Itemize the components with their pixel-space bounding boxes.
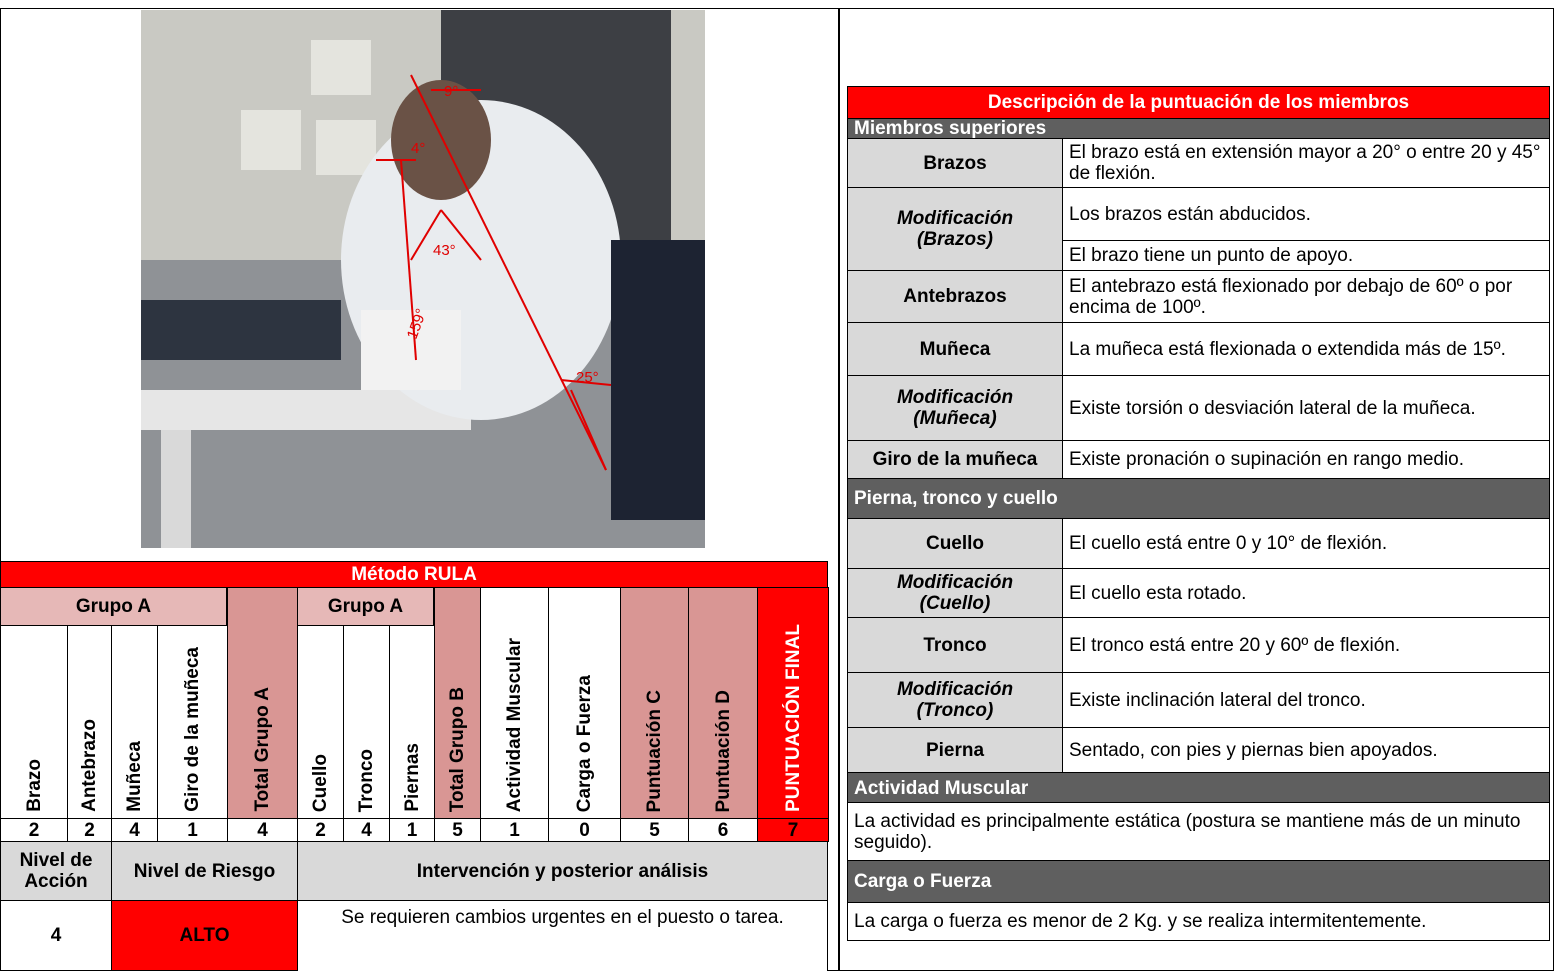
column-header: Tronco [343,625,390,819]
wall-plate [316,120,376,175]
score-value: 5 [620,818,689,842]
row-text: El cuello está entre 0 y 10° de flexión. [1062,518,1550,569]
column-divider [838,8,840,971]
row-text: Existe pronación o supinación en rango m… [1062,440,1550,479]
column-header-text: Total Grupo B [447,686,468,812]
angle-label: 9° [444,83,458,100]
row-label: Cuello [847,518,1063,569]
group-header: Grupo A [297,587,434,626]
section-text: La actividad es principalmente estática … [847,802,1550,861]
column-header-text: Total Grupo A [252,687,273,812]
column-header-text: Carga o Fuerza [574,674,595,812]
section-header: Carga o Fuerza [847,860,1550,903]
action-level: 4 [0,900,112,971]
column-header: PUNTUACIÓN FINAL [757,587,829,819]
column-header: Total Grupo B [434,587,481,819]
angle-label: 43° [433,242,456,259]
description-title: Descripción de la puntuación de los miem… [847,86,1550,119]
row-text: La muñeca está flexionada o extendida má… [1062,322,1550,376]
row-label: Modificación (Cuello) [847,568,1063,618]
column-header-text: Muñeca [124,741,145,812]
column-header: Puntuación C [620,587,689,819]
table-title: Método RULA [0,561,828,588]
score-value: 4 [343,818,390,842]
score-value: 1 [389,818,435,842]
score-value: 1 [157,818,228,842]
score-value: 5 [434,818,481,842]
column-header: Giro de la muñeca [157,625,228,819]
column-header: Muñeca [111,625,158,819]
intervention-text: Se requieren cambios urgentes en el pues… [297,900,828,971]
column-header: Antebrazo [67,625,112,819]
intervention-header: Intervención y posterior análisis [297,841,828,901]
column-header: Cuello [297,625,344,819]
score-value: 2 [0,818,68,842]
binders [141,300,341,360]
group-header: Grupo A [0,587,227,626]
score-value: 0 [548,818,621,842]
column-header: Piernas [389,625,435,819]
score-value: 4 [227,818,298,842]
angle-label: 4° [411,140,425,157]
row-label: Pierna [847,727,1063,773]
row-text: El brazo está en extensión mayor a 20° o… [1062,138,1550,188]
row-text: Existe torsión o desviación lateral de l… [1062,375,1550,441]
score-value: 4 [111,818,158,842]
row-label: Tronco [847,617,1063,673]
photo: 9° 4° 43° 159° 25° [141,10,705,548]
wall-plate [241,110,301,170]
row-text: Los brazos están abducidos. [1062,187,1550,241]
action-header: Nivel de Acción [0,841,112,901]
column-header: Puntuación D [688,587,758,819]
column-header-text: Puntuación C [644,689,665,812]
posture-lines [376,74,612,471]
row-label: Brazos [847,138,1063,188]
column-header: Carga o Fuerza [548,587,621,819]
jacket [611,240,705,520]
section-header: Miembros superiores [847,118,1550,139]
column-header-text: Antebrazo [79,719,100,812]
person-head [391,80,491,200]
desk-leg [161,430,191,548]
section-header: Actividad Muscular [847,772,1550,804]
row-label: Muñeca [847,322,1063,376]
row-label: Giro de la muñeca [847,440,1063,479]
row-text: El antebrazo está flexionado por debajo … [1062,270,1550,323]
column-header: Total Grupo A [227,587,298,819]
column-header-text: PUNTUACIÓN FINAL [782,624,804,812]
score-value: 1 [480,818,549,842]
risk-header: Nivel de Riesgo [111,841,298,901]
score-value: 7 [757,818,829,842]
row-label: Modificación (Muñeca) [847,375,1063,441]
row-label: Modificación (Tronco) [847,672,1063,728]
row-text: El tronco está entre 20 y 60º de flexión… [1062,617,1550,673]
column-header-text: Brazo [23,759,45,812]
column-header-text: Puntuación D [712,689,734,812]
column-header-text: Tronco [356,748,377,812]
score-value: 2 [297,818,344,842]
column-header: Actividad Muscular [480,587,549,819]
column-header-text: Actividad Muscular [504,637,525,812]
risk-level: ALTO [111,900,298,971]
column-header: Brazo [0,625,68,819]
row-text: Existe inclinación lateral del tronco. [1062,672,1550,728]
row-label: Antebrazos [847,270,1063,323]
row-text: El cuello esta rotado. [1062,568,1550,618]
wall-plate [311,40,371,95]
section-header: Pierna, tronco y cuello [847,478,1550,519]
row-label: Modificación (Brazos) [847,187,1063,271]
score-value: 2 [67,818,112,842]
column-header-text: Cuello [310,753,331,812]
angle-label: 25° [576,369,599,386]
row-text: El brazo tiene un punto de apoyo. [1062,240,1550,271]
papers [361,310,461,390]
row-text: Sentado, con pies y piernas bien apoyado… [1062,727,1550,773]
column-header-text: Giro de la muñeca [182,647,203,812]
column-header-text: Piernas [401,743,423,812]
score-value: 6 [688,818,758,842]
section-text: La carga o fuerza es menor de 2 Kg. y se… [847,902,1550,941]
